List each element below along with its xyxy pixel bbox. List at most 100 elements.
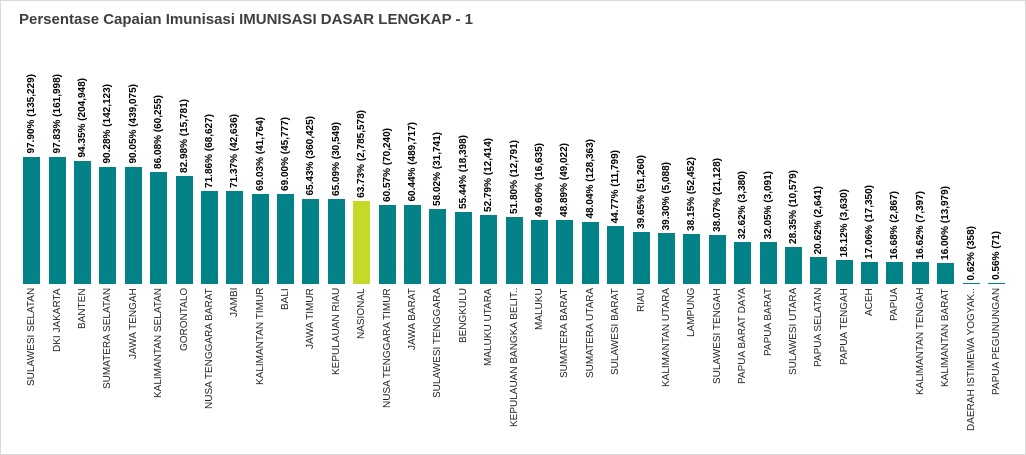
bar[interactable] bbox=[861, 262, 879, 284]
bar[interactable] bbox=[404, 205, 422, 284]
bar[interactable] bbox=[632, 232, 650, 284]
bar-plot-cell: 18.12% (3,630) bbox=[835, 34, 853, 284]
bar-plot-cell: 90.05% (439,075) bbox=[124, 34, 142, 284]
category-label: SUMATERA SELATAN bbox=[102, 288, 114, 390]
bar-column: 48.89% (49,022) SUMATERA BARAT bbox=[552, 34, 577, 436]
bar-plot-cell: 52.79% (12,414) bbox=[480, 34, 498, 284]
category-label: JAWA TIMUR bbox=[305, 288, 317, 349]
bar-value-label: 97.83% (161,998) bbox=[51, 74, 63, 154]
bar[interactable] bbox=[150, 172, 168, 284]
bar-column: 16.62% (7,397) KALIMANTAN TENGAH bbox=[908, 34, 933, 436]
bar-plot-cell: 97.90% (135,229) bbox=[23, 34, 41, 284]
bar-value-label: 18.12% (3,630) bbox=[838, 188, 850, 257]
bar[interactable] bbox=[99, 167, 117, 284]
bar-plot-cell: 94.35% (204,948) bbox=[73, 34, 91, 284]
bar-value-label: 49.60% (16,635) bbox=[534, 143, 545, 217]
bar-column: 0.62% (358) DAERAH ISTIMEWA YOGYAK.. bbox=[958, 34, 983, 436]
chart-title: Persentase Capaian Imunisasi IMUNISASI D… bbox=[19, 11, 474, 28]
bar-value-label: 86.08% (60,255) bbox=[153, 95, 165, 169]
category-label: GORONTALO bbox=[178, 288, 190, 352]
bar-column: 90.05% (439,075) JAWA TENGAH bbox=[121, 34, 146, 436]
bar[interactable] bbox=[759, 242, 777, 284]
category-label: SULAWESI TENGAH bbox=[711, 288, 723, 384]
bar[interactable] bbox=[531, 220, 548, 284]
bar-column: 51.80% (12,791) KEPULAUAN BANGKA BELIT.. bbox=[501, 34, 526, 436]
bar-column: 69.00% (45,777) BALI bbox=[273, 34, 298, 436]
bar-chart: 97.90% (135,229) SULAWESI SELATAN 97.83% (… bbox=[13, 34, 1013, 436]
bar-column: 39.65% (51,260) RIAU bbox=[628, 34, 653, 436]
bar[interactable] bbox=[226, 191, 244, 284]
bar[interactable] bbox=[937, 263, 955, 284]
bar[interactable] bbox=[124, 167, 142, 284]
bar[interactable] bbox=[556, 220, 574, 284]
category-label: SULAWESI BARAT bbox=[610, 288, 622, 375]
bar-nasional[interactable] bbox=[353, 201, 371, 284]
bar[interactable] bbox=[835, 260, 853, 284]
bar-plot-cell: 69.00% (45,777) bbox=[277, 34, 295, 284]
bar-plot-cell: 48.04% (128,363) bbox=[581, 34, 599, 284]
bar-value-label: 20.62% (2,641) bbox=[813, 185, 825, 254]
bar-value-label: 60.57% (70,240) bbox=[381, 128, 393, 202]
bar[interactable] bbox=[911, 262, 929, 284]
bar-plot-cell: 60.57% (70,240) bbox=[378, 34, 396, 284]
bar-plot-cell: 39.30% (5,088) bbox=[657, 34, 675, 284]
bar[interactable] bbox=[581, 222, 599, 284]
bar[interactable] bbox=[48, 157, 66, 284]
bar[interactable] bbox=[277, 194, 295, 284]
category-label: JAWA BARAT bbox=[407, 288, 419, 350]
bar[interactable] bbox=[657, 233, 675, 284]
bar[interactable] bbox=[784, 247, 802, 284]
category-label: NASIONAL bbox=[356, 288, 368, 339]
bar-column: 60.57% (70,240) NUSA TENGGARA TIMUR bbox=[374, 34, 399, 436]
bar-plot-cell: 0.56% (71) bbox=[988, 34, 1006, 284]
bar[interactable] bbox=[988, 283, 1006, 284]
bar[interactable] bbox=[683, 234, 701, 284]
bar[interactable] bbox=[251, 194, 269, 284]
bar-plot-cell: 63.73% (2,785,578) bbox=[353, 34, 371, 284]
bar-plot-cell: 86.08% (60,255) bbox=[150, 34, 168, 284]
bar-value-label: 28.35% (10,579) bbox=[787, 170, 799, 244]
bar[interactable] bbox=[302, 199, 320, 284]
bar-value-label: 51.80% (12,791) bbox=[508, 140, 520, 214]
bar-plot-cell: 69.03% (41,764) bbox=[251, 34, 269, 284]
bar[interactable] bbox=[200, 191, 218, 284]
bar-column: 63.73% (2,785,578) NASIONAL bbox=[349, 34, 374, 436]
bar-column: 38.15% (52,452) LAMPUNG bbox=[679, 34, 704, 436]
category-label: KALIMANTAN SELATAN bbox=[153, 288, 165, 399]
bar-value-label: 71.86% (68,627) bbox=[203, 114, 215, 188]
bar-value-label: 0.56% (71) bbox=[991, 231, 1003, 280]
bar[interactable] bbox=[886, 262, 904, 284]
bar-plot-cell: 97.83% (161,998) bbox=[48, 34, 66, 284]
bar[interactable] bbox=[73, 161, 91, 284]
bar[interactable] bbox=[429, 209, 447, 284]
bar[interactable] bbox=[327, 199, 345, 284]
bar[interactable] bbox=[23, 157, 41, 284]
bar[interactable] bbox=[175, 176, 193, 284]
bar[interactable] bbox=[607, 226, 625, 284]
bar[interactable] bbox=[708, 235, 726, 284]
bar-value-label: 58.02% (31,741) bbox=[432, 132, 444, 206]
bar-column: 69.03% (41,764) KALIMANTAN TIMUR bbox=[248, 34, 273, 436]
bar-plot-cell: 58.02% (31,741) bbox=[429, 34, 447, 284]
category-label: LAMPUNG bbox=[686, 288, 698, 338]
category-label: JAMBI bbox=[229, 288, 241, 318]
category-label: KEPULAUAN RIAU bbox=[330, 288, 342, 376]
bar[interactable] bbox=[734, 242, 752, 284]
bar[interactable] bbox=[378, 205, 396, 284]
bar[interactable] bbox=[480, 215, 498, 284]
category-label: JAWA TENGAH bbox=[127, 288, 139, 359]
bar[interactable] bbox=[810, 257, 828, 284]
category-label: BENGKULU bbox=[457, 288, 469, 344]
bar[interactable] bbox=[454, 212, 472, 284]
bar[interactable] bbox=[962, 283, 980, 284]
bar-column: 48.04% (128,363) SUMATERA UTARA bbox=[578, 34, 603, 436]
category-label: KALIMANTAN BARAT bbox=[940, 288, 952, 387]
bar[interactable] bbox=[505, 217, 523, 284]
bar-value-label: 44.77% (11,799) bbox=[610, 149, 622, 223]
category-label: BANTEN bbox=[76, 288, 88, 329]
bar-column: 71.86% (68,627) NUSA TENGGARA BARAT bbox=[197, 34, 222, 436]
category-label: SUMATERA UTARA bbox=[584, 288, 596, 379]
bar-plot-cell: 48.89% (49,022) bbox=[556, 34, 574, 284]
bar-plot-cell: 49.60% (16,635) bbox=[531, 34, 548, 284]
category-label: PAPUA bbox=[889, 288, 901, 322]
